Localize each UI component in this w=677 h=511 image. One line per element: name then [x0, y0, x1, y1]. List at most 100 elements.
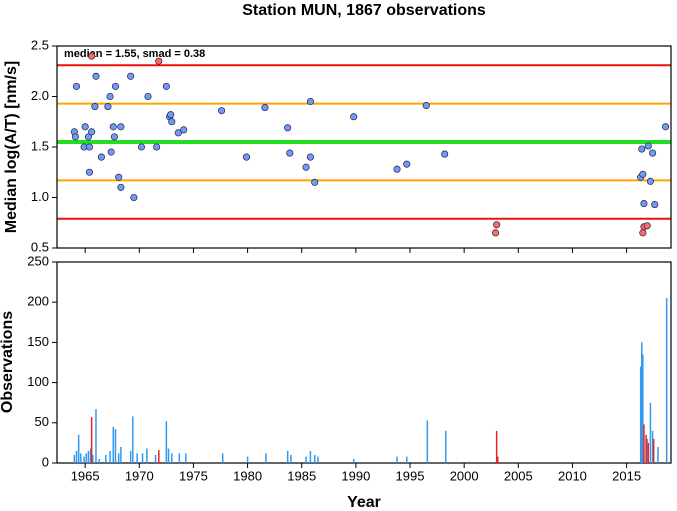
bar: [109, 450, 111, 463]
x-tick-label: 1970: [125, 468, 154, 483]
x-tick-label: 2015: [612, 468, 641, 483]
bar: [265, 453, 267, 463]
bar: [352, 458, 355, 463]
bar: [87, 450, 90, 463]
point: [639, 170, 647, 178]
point: [492, 229, 500, 237]
point: [81, 123, 89, 131]
point: [306, 153, 314, 161]
chart-title: Station MUN, 1867 observations: [242, 2, 486, 19]
point: [393, 165, 401, 173]
point: [180, 126, 188, 134]
y-tick-label: 50: [35, 414, 49, 429]
point: [72, 82, 81, 90]
bar: [406, 456, 408, 463]
bar: [114, 429, 117, 463]
point: [493, 221, 501, 229]
point: [649, 149, 657, 157]
point: [441, 150, 449, 158]
point: [88, 52, 96, 60]
point: [302, 163, 310, 171]
point: [110, 133, 118, 141]
point: [153, 143, 161, 151]
point: [92, 72, 100, 80]
bar: [246, 456, 249, 463]
bar: [496, 456, 499, 463]
annotation: median = 1.55, smad = 0.38: [64, 48, 205, 60]
bar: [317, 456, 319, 463]
bar: [98, 458, 100, 463]
bar: [495, 430, 498, 463]
bar: [309, 450, 312, 463]
point: [168, 118, 176, 126]
bar: [645, 434, 647, 463]
point: [350, 113, 358, 121]
bar: [396, 456, 398, 463]
point: [311, 178, 319, 186]
point: [144, 92, 152, 101]
bar: [89, 448, 92, 463]
bar: [146, 448, 148, 463]
y-tick-label: 200: [27, 294, 49, 309]
bar: [651, 430, 654, 463]
point: [638, 145, 646, 153]
point: [107, 148, 115, 156]
point: [218, 107, 226, 115]
point: [137, 143, 146, 151]
point: [111, 82, 120, 90]
plot-frame: [56, 45, 672, 249]
plot-frame: [56, 261, 672, 464]
bar: [290, 454, 292, 463]
x-tick-label: 1965: [71, 468, 100, 483]
y-tick-label: 1.0: [31, 189, 49, 204]
point: [91, 103, 99, 111]
bar: [167, 448, 170, 463]
bar: [652, 438, 655, 463]
bar: [85, 453, 87, 463]
bar: [286, 450, 289, 463]
bar: [141, 453, 144, 463]
x-axis-label: Year: [347, 494, 381, 511]
bar: [643, 424, 645, 463]
point: [115, 173, 123, 181]
bar: [80, 453, 82, 463]
bar: [120, 446, 122, 463]
point: [644, 142, 652, 150]
y-tick-label: 100: [27, 374, 49, 389]
point: [155, 57, 163, 65]
point: [104, 103, 112, 111]
bar: [171, 453, 173, 463]
x-tick-label: 2000: [450, 468, 479, 483]
y-axis-label: Observations: [0, 311, 16, 413]
x-tick-label: 1995: [396, 468, 425, 483]
bar: [136, 453, 138, 463]
x-tick-label: 2010: [558, 468, 587, 483]
y-tick-label: 150: [27, 334, 49, 349]
point: [640, 200, 648, 208]
bar: [657, 446, 659, 463]
bar: [77, 434, 80, 463]
point: [403, 160, 411, 168]
point: [167, 111, 175, 119]
point: [117, 123, 125, 131]
bar: [185, 453, 187, 463]
bar: [104, 454, 107, 463]
bar: [95, 409, 97, 463]
bar: [83, 456, 85, 463]
bar: [305, 456, 307, 463]
y-tick-label: 0: [42, 454, 49, 469]
point: [84, 133, 92, 141]
bar: [158, 450, 160, 463]
point: [639, 229, 647, 237]
point: [130, 193, 138, 202]
bar: [117, 453, 120, 463]
x-tick-label: 1980: [233, 468, 262, 483]
point: [117, 183, 125, 191]
point: [174, 129, 182, 137]
y-tick-label: 0.5: [31, 239, 49, 254]
bar: [649, 402, 652, 463]
point: [88, 128, 96, 136]
point: [71, 133, 79, 141]
bar: [445, 430, 447, 463]
